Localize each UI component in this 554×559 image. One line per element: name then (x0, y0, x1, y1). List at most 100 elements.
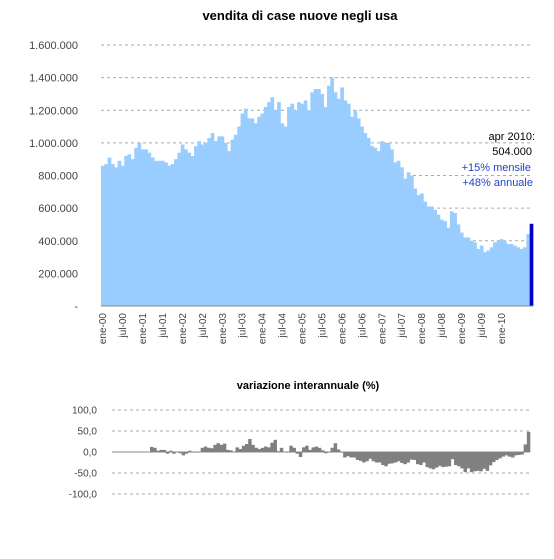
bar (277, 102, 281, 306)
bar (343, 100, 348, 307)
yoy-bar (501, 452, 505, 457)
bar (134, 147, 138, 306)
bar (506, 244, 511, 306)
bar (449, 211, 454, 306)
bar (297, 102, 301, 306)
main-y-tick-label: 1.600.000 (29, 40, 78, 52)
yoy-bar (289, 445, 293, 452)
yoy-bar (384, 452, 388, 467)
yoy-bar (257, 449, 262, 452)
yoy-bar (463, 452, 467, 473)
bar (340, 87, 344, 306)
bar (230, 139, 235, 306)
bar (446, 227, 451, 306)
sub-y-axis: -100,0 -50,0 0,0 50,0 100,0 (69, 406, 98, 501)
bar (443, 221, 447, 306)
bar (210, 133, 215, 306)
main-x-tick-label: ene-07 (377, 313, 388, 345)
yoy-bar (184, 452, 189, 454)
yoy-bar (435, 452, 439, 468)
bar (406, 172, 411, 306)
yoy-bar (371, 452, 376, 462)
yoy-bar (412, 452, 417, 460)
bar (280, 123, 285, 306)
yoy-bar (498, 452, 502, 459)
sub-y-tick-label: -100,0 (69, 490, 98, 501)
annotation-line-2: 504.000 (492, 146, 532, 158)
bar (403, 178, 408, 306)
yoy-bar (387, 452, 391, 464)
bar (300, 103, 305, 306)
yoy-bar (492, 452, 496, 463)
bar (509, 244, 514, 306)
yoy-bar (450, 452, 455, 460)
yoy-bar (314, 446, 319, 452)
yoy-bar (444, 452, 448, 467)
main-x-tick-label: jul-09 (477, 313, 488, 339)
bar (473, 242, 477, 306)
bar (200, 144, 205, 306)
bar (396, 160, 401, 306)
yoy-bar (245, 444, 249, 452)
bar (150, 157, 155, 306)
bar (187, 152, 192, 306)
bar (376, 151, 381, 306)
bar (250, 118, 255, 306)
yoy-bar (343, 452, 347, 458)
yoy-bar (469, 452, 474, 473)
bar (390, 149, 394, 306)
main-y-tick-label: - (74, 301, 78, 313)
bar (257, 116, 261, 306)
bar (499, 239, 504, 306)
bar (233, 134, 238, 306)
bar (380, 141, 384, 306)
bar (253, 123, 258, 306)
yoy-bar (197, 451, 201, 453)
main-x-tick-label: ene-03 (218, 313, 229, 345)
yoy-bar (283, 451, 287, 453)
yoy-bar (523, 444, 528, 452)
bar (170, 164, 175, 306)
sub-chart-title: variazione interannuale (%) (237, 380, 380, 392)
bar (513, 245, 517, 306)
bar (469, 240, 474, 306)
yoy-bar (251, 444, 255, 452)
yoy-bar (330, 447, 334, 452)
bar (147, 152, 152, 306)
main-x-tick-label: jul-08 (437, 313, 448, 339)
bar (140, 149, 145, 306)
yoy-bar (393, 452, 398, 463)
yoy-bar (438, 452, 442, 466)
yoy-bar (279, 447, 284, 452)
bar (463, 237, 467, 306)
main-x-tick-label: ene-10 (497, 313, 508, 345)
yoy-bar (355, 452, 360, 460)
yoy-bar (378, 452, 382, 463)
main-x-tick-label: ene-02 (178, 313, 189, 345)
bar (333, 92, 338, 306)
yoy-bar (349, 452, 353, 458)
bar (356, 118, 361, 306)
main-x-tick-label: jul-04 (278, 313, 289, 339)
yoy-bar (270, 442, 274, 452)
yoy-bar (264, 446, 268, 452)
bar (190, 155, 195, 306)
yoy-bar (473, 452, 477, 472)
bar (197, 141, 202, 306)
yoy-bar (457, 452, 461, 467)
yoy-bar (219, 444, 224, 452)
bar (496, 240, 501, 306)
yoy-bar (485, 452, 490, 471)
yoy-bar (153, 447, 157, 452)
yoy-bar (327, 452, 331, 453)
bar (137, 142, 142, 307)
bar (360, 126, 364, 306)
yoy-bar (178, 452, 182, 454)
annotation-line-4: +48% annuale (462, 177, 533, 189)
sub-y-tick-label: 50,0 (78, 427, 98, 438)
yoy-bar (321, 450, 325, 452)
yoy-bar (232, 451, 236, 453)
bar (307, 110, 311, 306)
main-x-tick-label: jul-06 (357, 313, 368, 339)
bar (273, 110, 278, 306)
